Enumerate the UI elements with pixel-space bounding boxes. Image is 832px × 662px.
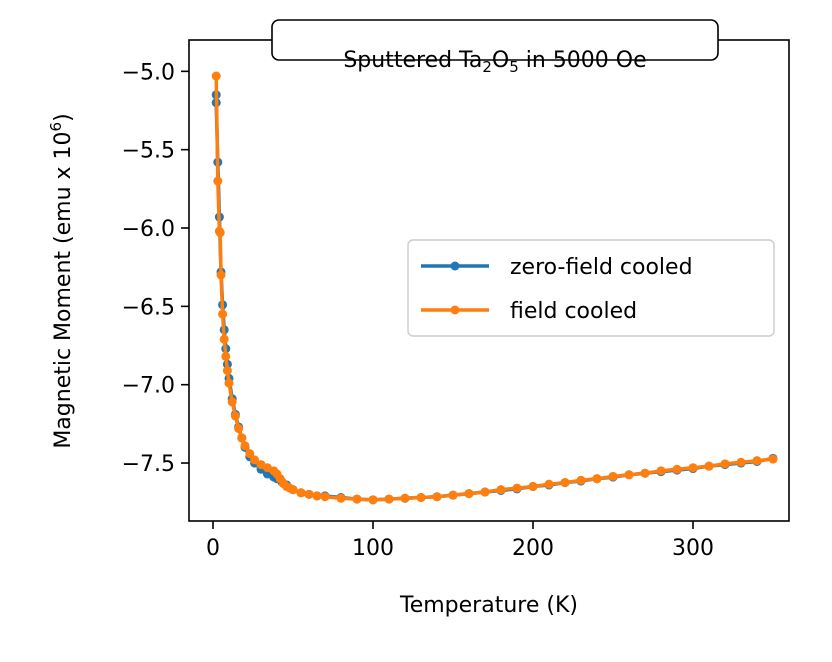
data-point-field-cooled [336,493,346,503]
data-point-field-cooled [245,449,255,459]
data-point-field-cooled [222,366,232,376]
legend-marker-field-cooled [450,305,460,315]
data-point-field-cooled [218,309,228,319]
data-point-field-cooled [640,468,650,478]
data-point-field-cooled [592,474,602,484]
data-point-field-cooled [221,351,231,361]
data-point-field-cooled [296,488,306,498]
data-point-field-cooled [512,483,522,493]
data-point-field-cooled [752,456,762,466]
data-point-field-cooled [216,270,226,280]
data-point-field-cooled [720,459,730,469]
data-point-field-cooled [227,397,237,407]
data-point-field-cooled [312,491,322,501]
data-point-field-cooled [624,470,634,480]
chart-title-box: Sputtered Ta2O5 in 5000 Oe [271,19,719,76]
legend-frame [407,239,775,337]
y-tick-label: −5.0 [122,60,175,85]
data-point-field-cooled [688,463,698,473]
data-point-field-cooled [250,455,260,465]
data-point-field-cooled [234,424,244,434]
y-tick-label: −6.5 [122,295,175,320]
data-point-field-cooled [544,479,554,489]
data-point-field-cooled [320,492,330,502]
data-point-field-cooled [608,471,618,481]
data-point-field-cooled [304,489,314,499]
data-point-field-cooled [219,334,229,344]
data-point-field-cooled [224,378,234,388]
data-point-field-cooled [416,492,426,502]
data-point-field-cooled [464,489,474,499]
data-point-field-cooled [211,71,221,81]
y-tick-label: −7.5 [122,452,175,477]
data-point-field-cooled [432,492,442,502]
series-field-cooled [211,71,778,505]
x-tick-label: 300 [672,536,714,561]
data-point-field-cooled [230,411,240,421]
y-tick-label: −5.5 [122,139,175,164]
data-point-field-cooled [496,485,506,495]
data-point-field-cooled [352,494,362,504]
data-point-field-cooled [576,475,586,485]
data-point-field-cooled [213,176,223,186]
legend-label-field-cooled: field cooled [510,299,637,324]
chart-title: Sputtered Ta2O5 in 5000 Oe [343,48,646,76]
data-point-field-cooled [384,494,394,504]
data-point-field-cooled [400,493,410,503]
y-tick-label: −6.0 [122,217,175,242]
x-tick-label: 200 [512,536,554,561]
data-point-field-cooled [237,433,247,443]
data-point-field-cooled [448,490,458,500]
data-point-field-cooled [704,461,714,471]
data-point-field-cooled [480,487,490,497]
data-point-field-cooled [736,457,746,467]
data-point-field-cooled [528,482,538,492]
data-point-field-cooled [672,464,682,474]
data-point-field-cooled [560,478,570,488]
data-point-field-cooled [768,454,778,464]
data-point-field-cooled [240,441,250,451]
x-axis-label: Temperature (K) [399,593,578,618]
legend: zero-field cooled field cooled [407,239,775,337]
y-tick-label: −7.0 [122,374,175,399]
legend-label-zero-field-cooled: zero-field cooled [510,255,693,280]
data-point-field-cooled [656,466,666,476]
data-point-field-cooled [288,485,298,495]
legend-marker-zero-field-cooled [450,261,460,271]
x-tick-label: 100 [352,536,394,561]
y-axis-label: Magnetic Moment (emu x 106) [47,113,76,448]
data-point-field-cooled [368,495,378,505]
data-point-field-cooled [215,228,225,238]
x-tick-label: 0 [206,536,220,561]
